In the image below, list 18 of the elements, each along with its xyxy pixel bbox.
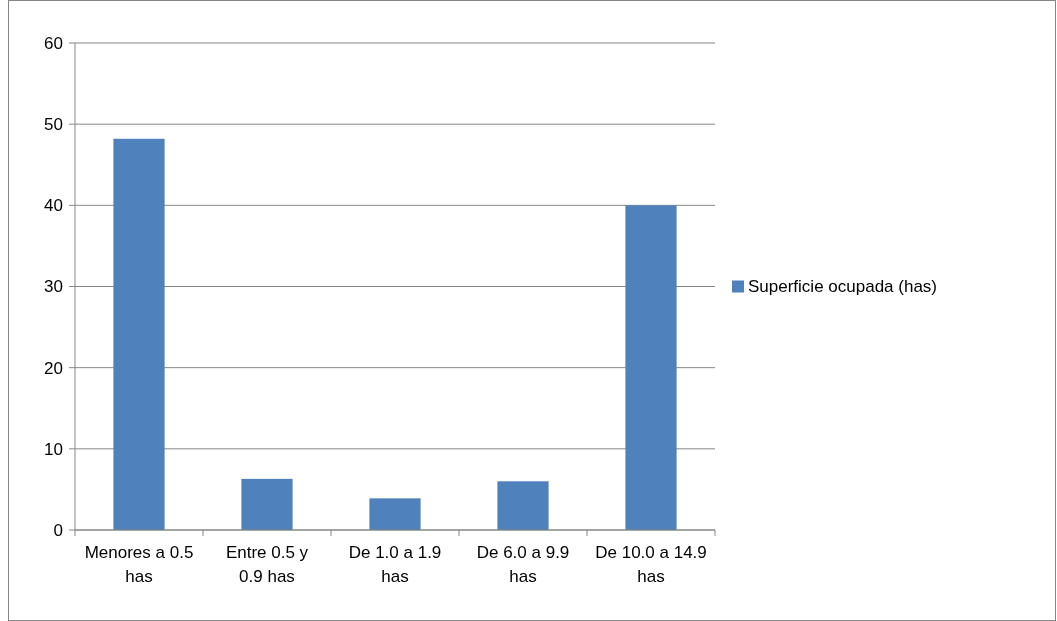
- legend-label: Superficie ocupada (has): [748, 277, 938, 297]
- x-tick-label: Entre 0.5 y 0.9 has: [225, 543, 309, 586]
- x-tick-label: Menores a 0.5 has: [84, 543, 194, 586]
- bar: [113, 138, 165, 530]
- y-tick-label: 30: [44, 277, 63, 297]
- y-tick-label: 0: [53, 520, 63, 540]
- y-tick-label: 20: [44, 358, 63, 378]
- y-tick-label: 40: [44, 196, 63, 216]
- bar: [369, 498, 421, 530]
- x-tick-label: De 6.0 a 9.9 has: [476, 543, 570, 586]
- y-tick-label: 50: [44, 115, 63, 135]
- x-tick-label: De 10.0 a 14.9 has: [595, 543, 707, 586]
- bar: [241, 478, 293, 530]
- x-tick-label: De 1.0 a 1.9 has: [348, 543, 442, 586]
- bar: [497, 481, 549, 530]
- bar: [625, 205, 677, 530]
- y-tick-label: 60: [44, 33, 63, 53]
- y-tick-label: 10: [44, 439, 63, 459]
